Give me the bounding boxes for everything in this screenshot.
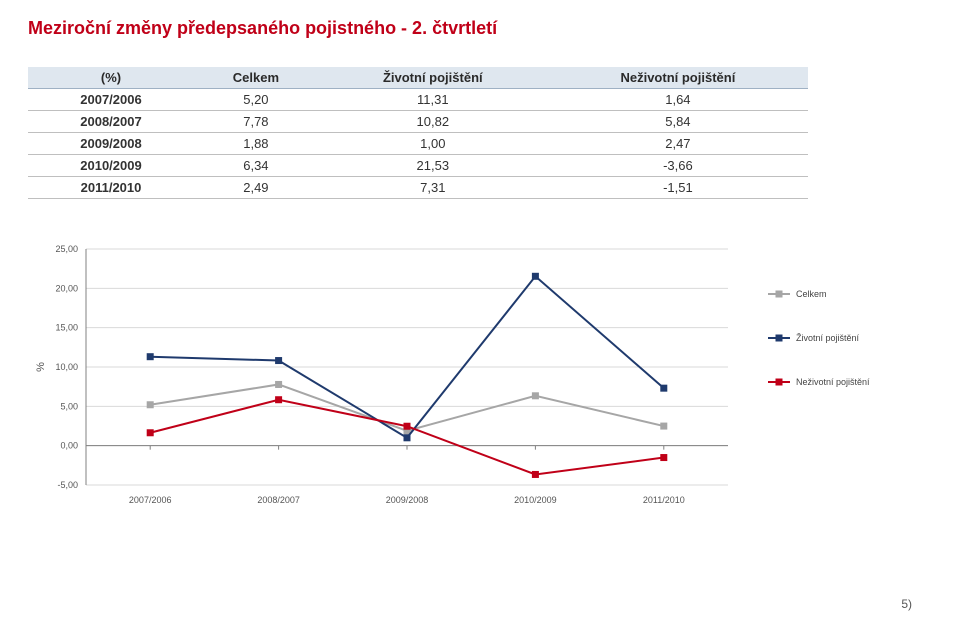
cell: 11,31 (318, 89, 548, 111)
page-title: Meziroční změny předepsaného pojistného … (28, 18, 920, 39)
cell: 5,84 (548, 111, 808, 133)
svg-text:25,00: 25,00 (55, 244, 78, 254)
legend-swatch (768, 377, 790, 387)
col-1: Celkem (194, 67, 318, 89)
legend-item: Celkem (768, 289, 870, 299)
table-header-row: (%) Celkem Životní pojištění Neživotní p… (28, 67, 808, 89)
page-number: 5) (901, 597, 912, 611)
cell: 21,53 (318, 155, 548, 177)
cell: 7,78 (194, 111, 318, 133)
cell: 5,20 (194, 89, 318, 111)
row-label: 2008/2007 (28, 111, 194, 133)
legend-label: Životní pojištění (796, 333, 859, 343)
cell: 2,49 (194, 177, 318, 199)
cell: 7,31 (318, 177, 548, 199)
row-label: 2007/2006 (28, 89, 194, 111)
line-chart: -5,00 0,00 5,00 10,00 15,00 20,00 25,00 2007/20… (28, 239, 748, 519)
cell: -3,66 (548, 155, 808, 177)
col-0: (%) (28, 67, 194, 89)
chart-legend: Celkem Životní pojištění Neživotní pojiště… (768, 289, 870, 421)
svg-text:%: % (35, 362, 47, 372)
data-table: (%) Celkem Životní pojištění Neživotní p… (28, 67, 808, 199)
table-row: 2007/20065,2011,311,64 (28, 89, 808, 111)
table-row: 2011/20102,497,31-1,51 (28, 177, 808, 199)
legend-swatch (768, 333, 790, 343)
svg-text:2009/2008: 2009/2008 (386, 495, 429, 505)
legend-item: Neživotní pojištění (768, 377, 870, 387)
svg-text:2007/2006: 2007/2006 (129, 495, 172, 505)
cell: -1,51 (548, 177, 808, 199)
svg-text:5,00: 5,00 (60, 401, 78, 411)
svg-text:0,00: 0,00 (60, 441, 78, 451)
table-row: 2010/20096,3421,53-3,66 (28, 155, 808, 177)
cell: 1,64 (548, 89, 808, 111)
svg-text:2011/2010: 2011/2010 (643, 495, 685, 505)
cell: 10,82 (318, 111, 548, 133)
table-row: 2009/20081,881,002,47 (28, 133, 808, 155)
legend-label: Neživotní pojištění (796, 377, 870, 387)
table-body: 2007/20065,2011,311,642008/20077,7810,82… (28, 89, 808, 199)
col-2: Životní pojištění (318, 67, 548, 89)
svg-text:20,00: 20,00 (55, 283, 78, 293)
col-3: Neživotní pojištění (548, 67, 808, 89)
table-row: 2008/20077,7810,825,84 (28, 111, 808, 133)
legend-swatch (768, 289, 790, 299)
cell: 2,47 (548, 133, 808, 155)
cell: 6,34 (194, 155, 318, 177)
row-label: 2010/2009 (28, 155, 194, 177)
legend-item: Životní pojištění (768, 333, 870, 343)
cell: 1,88 (194, 133, 318, 155)
legend-label: Celkem (796, 289, 827, 299)
svg-text:15,00: 15,00 (55, 323, 78, 333)
svg-text:2010/2009: 2010/2009 (514, 495, 557, 505)
row-label: 2009/2008 (28, 133, 194, 155)
svg-text:-5,00: -5,00 (57, 480, 78, 490)
svg-text:10,00: 10,00 (55, 362, 78, 372)
row-label: 2011/2010 (28, 177, 194, 199)
cell: 1,00 (318, 133, 548, 155)
svg-text:2008/2007: 2008/2007 (257, 495, 300, 505)
